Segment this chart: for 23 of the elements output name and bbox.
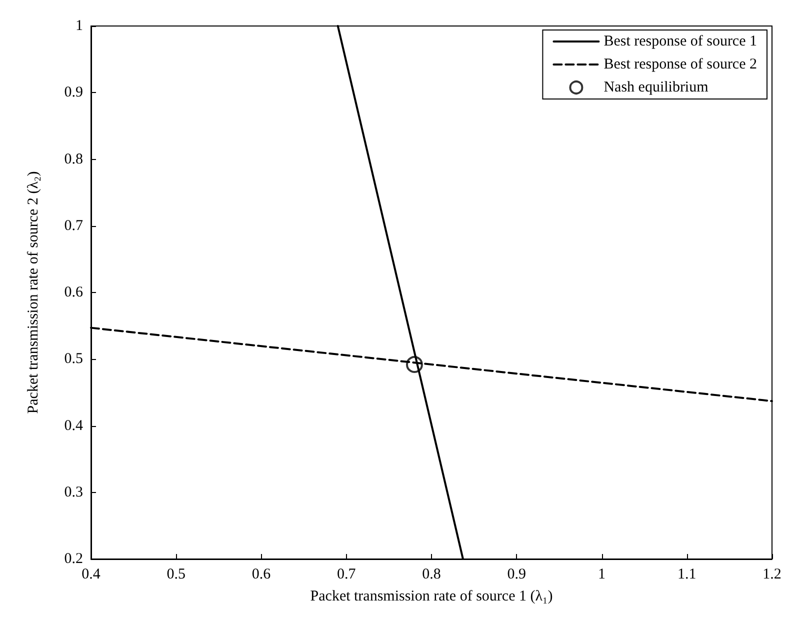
x-tick-label: 1.1 xyxy=(678,566,696,582)
legend-label: Best response of source 2 xyxy=(604,56,757,72)
x-tick-label: 0.5 xyxy=(166,566,186,582)
x-tick-label: 1.2 xyxy=(762,566,782,582)
y-axis-title: Packet transmission rate of source 2 (λ₂) xyxy=(26,171,42,414)
x-tick-label: 0.8 xyxy=(422,566,441,582)
x-tick-label: 0.7 xyxy=(337,566,356,582)
legend-label: Nash equilibrium xyxy=(604,80,709,96)
y-tick-label: 0.2 xyxy=(64,551,83,567)
x-tick-label: 1 xyxy=(598,566,606,582)
y-tick-label: 0.3 xyxy=(64,484,83,500)
x-tick-label: 0.4 xyxy=(82,566,101,582)
y-tick-label: 0.6 xyxy=(64,284,84,300)
x-axis-title: Packet transmission rate of source 1 (λ₁) xyxy=(310,588,553,604)
y-tick-label: 0.9 xyxy=(64,84,83,101)
x-tick-label: 0.9 xyxy=(507,566,526,582)
y-tick-label: 0.7 xyxy=(64,218,84,234)
y-tick-label: 1 xyxy=(76,18,83,34)
legend-label: Best response of source 1 xyxy=(604,34,757,50)
y-tick-label: 0.4 xyxy=(64,418,84,434)
y-tick-label: 0.8 xyxy=(64,151,83,168)
x-tick-label: 0.6 xyxy=(252,566,272,582)
y-tick-label: 0.5 xyxy=(64,351,83,368)
